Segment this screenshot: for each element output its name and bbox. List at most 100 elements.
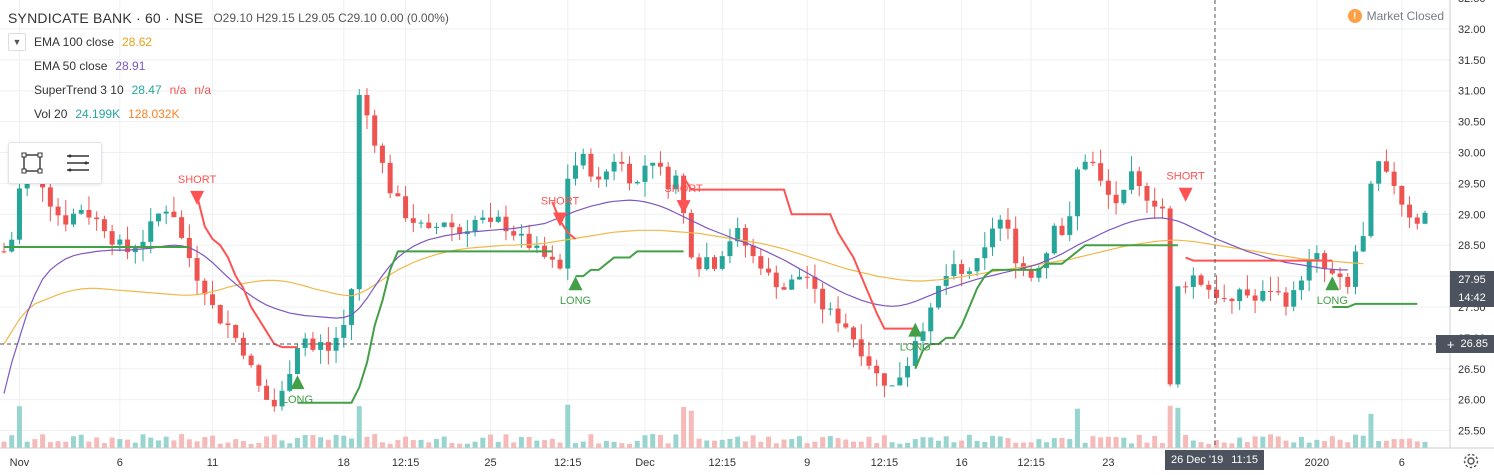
candle-body [603,171,609,180]
candle-body [349,289,355,325]
x-tick-label: 12:15 [554,457,582,469]
candle-body [565,178,571,269]
volume-bar [457,443,463,448]
candle-body [766,268,772,273]
y-tick-label: 30.00 [1458,147,1486,159]
candle-body [86,209,92,218]
settings-gear-icon[interactable] [1462,452,1480,470]
volume-bar [240,441,246,448]
volume-bar [1213,439,1219,448]
volume-bar [418,439,424,448]
candle-body [1252,295,1258,301]
candle-body [1028,270,1034,278]
volume-bar [279,440,285,448]
volume-bar [781,439,787,448]
candle-body [341,324,347,338]
volume-bar [619,443,625,448]
x-tick-label: 25 [484,457,496,469]
volume-bar [449,442,455,448]
rectangle-select-icon[interactable] [18,149,46,177]
candle-body [240,337,246,356]
volume-bar [928,437,934,448]
volume-bar [905,442,911,448]
volume-bar [897,443,903,448]
candle-body [1136,171,1142,187]
price-axis[interactable]: 32.50 32.00 31.50 31.00 30.50 30.00 29.50 29.00… [1458,0,1486,438]
volume-bar [1391,439,1397,448]
volume-bar [665,443,671,448]
candle-body [673,175,679,190]
volume-bar [225,442,231,448]
volume-bar [1113,436,1119,448]
volume-bar [518,436,524,448]
candle-body [572,165,578,179]
collapse-legend-button[interactable]: ▼ [8,33,26,51]
candle-body [534,245,540,248]
volume-bar [1028,442,1034,448]
volume-bar [812,441,818,448]
indicator-row-supertrend[interactable]: SuperTrend 3 10 28.47 n/a n/a [8,78,449,102]
indicator-row-ema50[interactable]: EMA 50 close 28.91 [8,54,449,78]
candle-body [256,365,262,386]
volume-bar [325,439,331,448]
candle-body [1152,200,1158,207]
symbol-title[interactable]: SYNDICATE BANK · 60 · NSE [8,10,204,26]
volume-bar [542,440,548,448]
candle-body [325,342,331,351]
time-axis[interactable]: Nov 6 11 18 12:15 25 12:15 Dec 12:15 9 12:15 16 12:1… [10,457,1405,469]
volume-bar [1407,438,1413,448]
volume-bar [140,434,146,448]
candle-body [1337,273,1343,277]
indicator-row-volume[interactable]: Vol 20 24.199K 128.032K [8,102,449,126]
candle-body [1013,228,1019,264]
volume-bar [217,443,223,448]
volume-bar [804,443,810,448]
volume-bar [1368,413,1374,448]
volume-bar [565,404,571,448]
volume-bar [1136,434,1142,448]
volume-bar [294,437,300,448]
candle-body [1229,298,1235,302]
volume-bar [742,441,748,448]
volume-bar [1283,440,1289,448]
candle-body [611,161,617,172]
y-tick-label: 26.00 [1458,395,1486,407]
supertrend-down-line [682,176,916,330]
volume-bar [596,443,602,448]
volume-bar [63,441,69,448]
candle-body [773,272,779,288]
volume-bar [1360,435,1366,448]
candle-body [9,239,15,252]
volume-bar [318,437,324,448]
volume-bar [9,435,15,448]
volume-bar [125,439,131,448]
countdown-tag: 14:42 [1450,289,1494,307]
candle-body [580,153,586,166]
supertrend-down-line [551,201,577,240]
volume-bar [433,438,439,448]
plus-icon[interactable]: + [1446,336,1455,352]
candle-body [1005,219,1011,229]
y-tick-label: 28.50 [1458,240,1486,252]
market-status[interactable]: ! Market Closed [1347,9,1444,23]
candle-body [101,219,107,232]
candle-body [1105,180,1111,195]
volume-bar [1059,437,1065,448]
candle-body [634,181,640,184]
menu-lines-icon[interactable] [64,149,92,177]
volume-bar [1345,442,1351,448]
chart-legend: SYNDICATE BANK · 60 · NSE O29.10 H29.15 … [8,6,449,126]
candle-body [665,166,671,190]
indicator-row-ema100[interactable]: ▼ EMA 100 close 28.62 [8,30,449,54]
short-signal-label: SHORT [178,174,217,186]
candle-body [395,193,401,197]
volume-bar [1414,441,1420,448]
candle-body [1345,276,1351,287]
long-signal-arrow [1325,276,1340,291]
volume-bars [1,404,1428,448]
candle-body [433,226,439,228]
volume-bar [341,435,347,448]
volume-bar [132,442,138,448]
candle-body [109,231,115,245]
